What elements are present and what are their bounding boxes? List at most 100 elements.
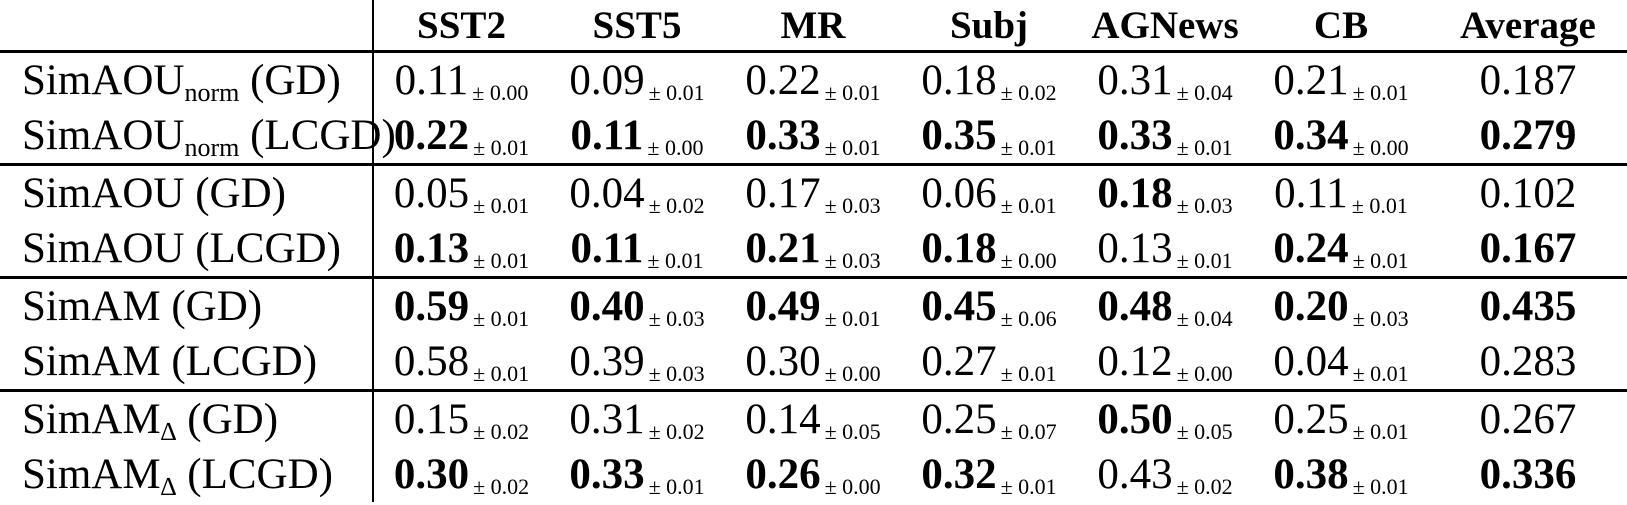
mean-value: 0.20 xyxy=(1273,283,1349,330)
std-value: ± 0.01 xyxy=(1000,474,1057,499)
value-cell: 0.30 ± 0.02 xyxy=(372,447,549,502)
row-label-base: SimAOU xyxy=(22,225,185,272)
std-value: ± 0.01 xyxy=(1352,474,1409,499)
std-value: ± 0.02 xyxy=(1000,80,1057,105)
std-value: ± 0.02 xyxy=(648,193,705,218)
row-label-base: SimAM xyxy=(22,396,161,443)
column-header-cb: CB xyxy=(1253,0,1429,53)
row-label-base: SimAM xyxy=(22,283,161,330)
mean-value: 0.43 xyxy=(1097,451,1173,498)
value-cell: 0.14 ± 0.05 xyxy=(725,389,901,447)
std-value: ± 0.05 xyxy=(1176,419,1233,444)
value-cell: 0.58 ± 0.01 xyxy=(372,334,549,391)
mean-value: 0.58 xyxy=(393,338,470,385)
table-row: SimAOUnorm (LCGD) 0.22 ± 0.01 0.11 ± 0.00 0.3… xyxy=(0,108,1627,165)
mean-value: 0.31 xyxy=(569,396,645,443)
mean-value: 0.32 xyxy=(921,451,997,498)
mean-value: 0.30 xyxy=(393,451,470,498)
column-header-average: Average xyxy=(1429,0,1627,53)
table-row: SimAM∆ (LCGD) 0.30 ± 0.02 0.33 ± 0.01 0.26 ± 0… xyxy=(0,447,1627,502)
row-label-subscript: ∆ xyxy=(160,417,177,446)
row-label-method: (GD) xyxy=(176,396,279,443)
std-value: ± 0.03 xyxy=(648,306,705,331)
row-label-subscript: ∆ xyxy=(160,472,177,501)
table-row: SimAM∆ (GD) 0.15 ± 0.02 0.31 ± 0.02 0.14 ± 0.0… xyxy=(0,389,1627,447)
value-cell: 0.09 ± 0.01 xyxy=(549,52,725,109)
mean-value: 0.25 xyxy=(1273,396,1349,443)
row-label: SimAM∆ (LCGD) xyxy=(0,447,373,502)
value-cell: 0.33 ± 0.01 xyxy=(1077,108,1253,165)
row-label-method: (LCGD) xyxy=(239,112,396,159)
mean-value: 0.09 xyxy=(569,57,645,104)
row-label-method: (GD) xyxy=(160,283,263,330)
std-value: ± 0.01 xyxy=(473,306,530,331)
corner-cell xyxy=(0,0,373,53)
row-label-base: SimAOU xyxy=(22,112,185,159)
average-cell: 0.187 xyxy=(1479,57,1577,104)
mean-value: 0.30 xyxy=(745,338,821,385)
std-value: ± 0.01 xyxy=(647,248,704,273)
std-value: ± 0.03 xyxy=(648,361,705,386)
column-header-sst5: SST5 xyxy=(549,0,725,53)
mean-value: 0.17 xyxy=(745,170,821,217)
std-value: ± 0.01 xyxy=(648,474,705,499)
mean-value: 0.11 xyxy=(570,225,644,272)
value-cell: 0.21 ± 0.03 xyxy=(725,221,901,278)
mean-value: 0.38 xyxy=(1273,451,1349,498)
mean-value: 0.34 xyxy=(1273,112,1349,159)
table-body: SimAOUnorm (GD) 0.11 ± 0.00 0.09 ± 0.01 0.22 ±… xyxy=(0,51,1627,502)
std-value: ± 0.06 xyxy=(1000,306,1057,331)
mean-value: 0.21 xyxy=(745,225,821,272)
value-cell: 0.17 ± 0.03 xyxy=(725,163,901,221)
column-header-agnews: AGNews xyxy=(1077,0,1253,53)
std-value: ± 0.03 xyxy=(1352,306,1409,331)
std-value: ± 0.00 xyxy=(824,474,881,499)
mean-value: 0.13 xyxy=(1097,225,1173,272)
std-value: ± 0.04 xyxy=(1176,80,1233,105)
std-value: ± 0.01 xyxy=(648,80,705,105)
value-cell: 0.43 ± 0.02 xyxy=(1077,447,1253,502)
value-cell: 0.25 ± 0.01 xyxy=(1253,389,1429,447)
header-row: SST2 SST5 MR Subj AGNews CB Average xyxy=(0,0,1627,53)
value-cell: 0.30 ± 0.00 xyxy=(725,334,901,391)
mean-value: 0.39 xyxy=(569,338,645,385)
table-row: SimAOU (GD) 0.05 ± 0.01 0.04 ± 0.02 0.17 ± 0.0… xyxy=(0,163,1627,221)
value-cell: 0.04 ± 0.02 xyxy=(549,163,725,221)
value-cell: 0.21 ± 0.01 xyxy=(1253,52,1429,109)
std-value: ± 0.01 xyxy=(1000,361,1057,386)
mean-value: 0.13 xyxy=(393,225,470,272)
table-row: SimAM (LCGD) 0.58 ± 0.01 0.39 ± 0.03 0.30 ± 0.… xyxy=(0,334,1627,391)
value-cell: 0.22 ± 0.01 xyxy=(725,52,901,109)
mean-value: 0.04 xyxy=(1273,338,1349,385)
value-cell: 0.25 ± 0.07 xyxy=(901,389,1077,447)
average-cell: 0.435 xyxy=(1429,276,1627,334)
row-label-method: (LCGD) xyxy=(176,451,333,498)
mean-value: 0.18 xyxy=(921,225,997,272)
value-cell: 0.05 ± 0.01 xyxy=(372,163,549,221)
average-cell: 0.283 xyxy=(1479,338,1577,385)
mean-value: 0.40 xyxy=(569,283,645,330)
mean-value: 0.12 xyxy=(1097,338,1173,385)
mean-value: 0.15 xyxy=(393,396,470,443)
std-value: ± 0.01 xyxy=(473,193,530,218)
value-cell: 0.11 ± 0.01 xyxy=(1253,163,1429,221)
row-label: SimAOUnorm (LCGD) xyxy=(0,108,396,165)
std-value: ± 0.07 xyxy=(1000,419,1057,444)
std-value: ± 0.01 xyxy=(473,361,530,386)
row-label-subscript: norm xyxy=(184,78,240,107)
table-row: SimAM (GD) 0.59 ± 0.01 0.40 ± 0.03 0.49 ± 0.01… xyxy=(0,276,1627,334)
value-cell: 0.59 ± 0.01 xyxy=(372,276,549,334)
std-value: ± 0.01 xyxy=(824,306,881,331)
value-cell: 0.26 ± 0.00 xyxy=(725,447,901,502)
std-value: ± 0.04 xyxy=(1176,306,1233,331)
average-cell: 0.102 xyxy=(1429,163,1627,221)
column-header-sst2: SST2 xyxy=(372,0,549,53)
mean-value: 0.24 xyxy=(1273,225,1349,272)
value-cell: 0.31 ± 0.02 xyxy=(549,389,725,447)
value-cell: 0.34 ± 0.00 xyxy=(1253,108,1429,165)
std-value: ± 0.01 xyxy=(824,80,881,105)
mean-value: 0.14 xyxy=(745,396,821,443)
mean-value: 0.45 xyxy=(921,283,997,330)
